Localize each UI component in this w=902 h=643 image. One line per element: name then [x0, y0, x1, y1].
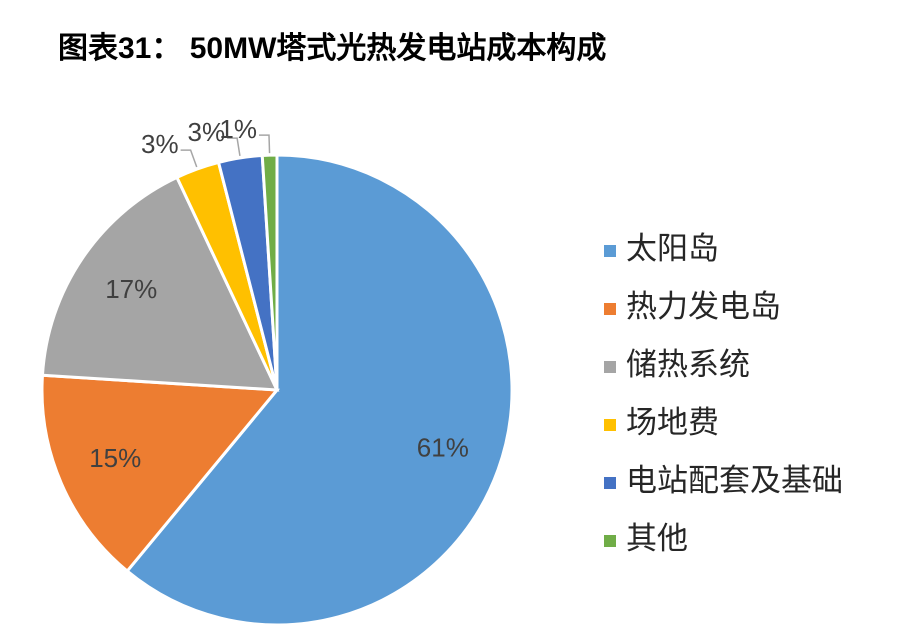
- legend-swatch: [604, 419, 616, 431]
- legend-label: 电站配套及基础: [626, 463, 843, 498]
- data-label: 1%: [219, 114, 257, 144]
- legend-label: 场地费: [626, 405, 719, 440]
- leader-line: [180, 149, 198, 168]
- pie-slice: [260, 153, 279, 391]
- data-label: 3%: [188, 117, 226, 147]
- data-label: 15%: [89, 443, 141, 473]
- legend-label: 太阳岛: [626, 231, 719, 266]
- leader-line: [258, 134, 271, 154]
- data-label: 61%: [417, 433, 469, 463]
- data-label: 3%: [141, 129, 179, 159]
- legend-label: 其他: [626, 521, 688, 556]
- legend-swatch: [604, 245, 616, 257]
- legend-swatch: [604, 303, 616, 315]
- pie-slice: [40, 373, 281, 574]
- pie-slice: [40, 175, 280, 392]
- pie-slice: [125, 153, 514, 627]
- legend-swatch: [604, 535, 616, 547]
- legend-swatch: [604, 361, 616, 373]
- legend-swatch: [604, 477, 616, 489]
- data-label: 17%: [105, 274, 157, 304]
- legend-label: 热力发电岛: [626, 289, 781, 324]
- legend-label: 储热系统: [626, 347, 750, 382]
- leader-line: [227, 137, 241, 157]
- chart-title: 图表31： 50MW塔式光热发电站成本构成: [58, 32, 606, 65]
